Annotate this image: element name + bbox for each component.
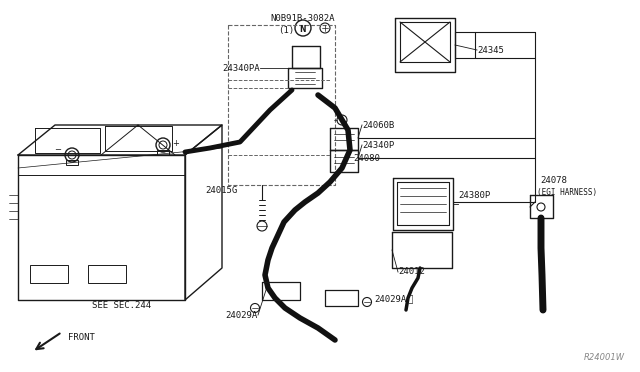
Text: 24340P: 24340P xyxy=(362,141,394,150)
Text: 24080: 24080 xyxy=(353,154,380,163)
Text: +: + xyxy=(173,138,179,148)
Text: N0B91B-3082A: N0B91B-3082A xyxy=(270,13,335,22)
Text: SEE SEC.244: SEE SEC.244 xyxy=(92,301,152,310)
Text: −: − xyxy=(54,145,61,154)
Bar xyxy=(88,265,126,283)
Text: 24012: 24012 xyxy=(398,267,425,276)
Text: N: N xyxy=(300,25,307,33)
Text: 24060B: 24060B xyxy=(362,121,394,129)
Text: 24029A: 24029A xyxy=(226,311,258,320)
Bar xyxy=(157,150,169,155)
Bar xyxy=(30,265,68,283)
Text: 24078: 24078 xyxy=(540,176,567,185)
Text: FRONT: FRONT xyxy=(68,334,95,343)
Text: 24015G: 24015G xyxy=(205,186,238,195)
Text: Ⅱ: Ⅱ xyxy=(408,295,413,305)
Text: R24001W: R24001W xyxy=(584,353,625,362)
Text: 24029A: 24029A xyxy=(374,295,406,305)
Bar xyxy=(66,160,78,165)
Text: (EGI HARNESS): (EGI HARNESS) xyxy=(537,187,597,196)
Text: 24345: 24345 xyxy=(477,45,504,55)
Text: 24380P: 24380P xyxy=(458,190,490,199)
Text: (1): (1) xyxy=(278,26,294,35)
Text: 24340PA: 24340PA xyxy=(222,64,260,73)
